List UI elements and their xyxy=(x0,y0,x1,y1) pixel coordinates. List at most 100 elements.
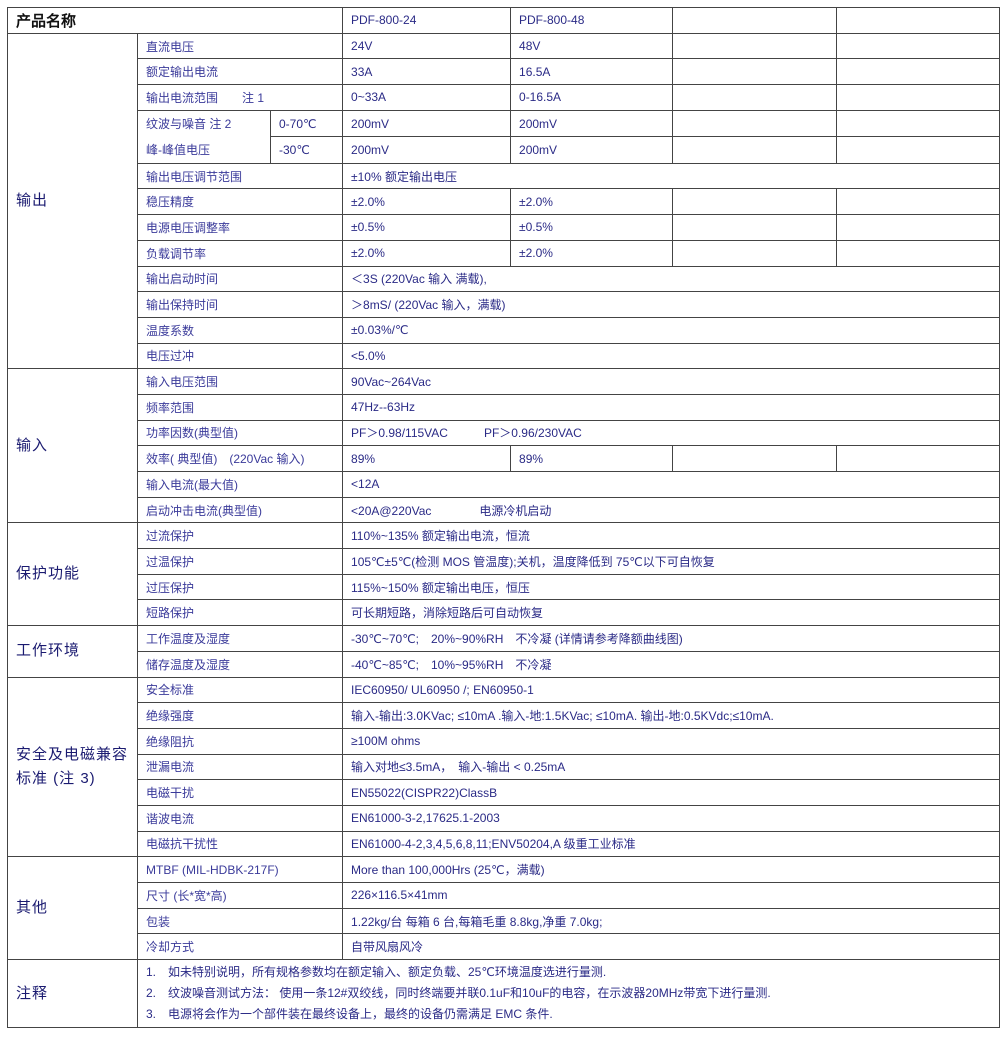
row-label: 启动冲击电流(典型值) xyxy=(136,496,344,524)
value-cell: ±2.0% xyxy=(342,239,512,267)
value-cell: <20A@220Vac 电源冷机启动 xyxy=(342,496,1000,524)
value-cell: 1.22kg/台 每箱 6 台,每箱毛重 8.8kg,净重 7.0kg; xyxy=(342,907,1000,935)
table-row: 输入电流(最大值) <12A xyxy=(8,471,1000,498)
table-row: 储存温度及湿度 -40℃~85℃; 10%~95%RH 不冷凝 xyxy=(8,650,1000,678)
value-cell: 105℃±5℃(检测 MOS 管温度);关机，温度降低到 75℃以下可自恢复 xyxy=(342,548,1000,575)
table-row: 电压过冲 <5.0% xyxy=(8,342,1000,370)
value-cell: ＞8mS/ (220Vac 输入，满载) xyxy=(342,291,1000,318)
empty-cell xyxy=(672,445,838,472)
value-cell: ±10% 额定输出电压 xyxy=(342,162,1000,190)
section-label: 安全及电磁兼容标准 (注 3) xyxy=(7,676,138,858)
row-label: 储存温度及湿度 xyxy=(136,650,344,678)
table-row: 功率因数(典型值) PF＞0.98/115VAC PF＞0.96/230VAC xyxy=(8,419,1000,447)
value-cell: 0~33A xyxy=(342,84,512,111)
empty-cell xyxy=(672,136,838,164)
value-cell: 输入-输出:3.0KVac; ≤10mA .输入-地:1.5KVac; ≤10m… xyxy=(342,702,1000,729)
value-cell: 200mV xyxy=(510,136,674,164)
value-cell: ±2.0% xyxy=(342,188,512,216)
empty-cell xyxy=(672,58,838,86)
temperature-condition: 0-70℃ xyxy=(269,109,344,138)
value-cell: 115%~150% 额定输出电压，恒压 xyxy=(342,573,1000,601)
value-cell: EN61000-4-2,3,4,5,6,8,11;ENV50204,A 级重工业… xyxy=(342,830,1000,858)
value-cell: EN61000-3-2,17625.1-2003 xyxy=(342,804,1000,832)
table-row: 尺寸 (长*宽*高) 226×116.5×41mm xyxy=(8,882,1000,909)
row-label: 温度系数 xyxy=(136,316,344,344)
row-label: 泄漏电流 xyxy=(136,753,344,781)
empty-cell xyxy=(672,109,838,138)
table-row: 输出电流范围 注 1 0~33A 0-16.5A xyxy=(8,84,1000,111)
empty-cell xyxy=(672,214,838,241)
value-cell: ±2.0% xyxy=(510,188,674,216)
value-cell: 16.5A xyxy=(510,58,674,86)
row-label-line: 纹波与噪音 注 2 xyxy=(146,116,232,131)
value-cell: <12A xyxy=(342,471,1000,498)
note-number: 3. xyxy=(146,1007,157,1022)
value-cell: 200mV xyxy=(510,109,674,138)
table-row: 过压保护 115%~150% 额定输出电压，恒压 xyxy=(8,573,1000,601)
table-row: 输出保持时间 ＞8mS/ (220Vac 输入，满载) xyxy=(8,291,1000,318)
table-row: 输出启动时间 ＜3S (220Vac 输入 满载), xyxy=(8,265,1000,293)
value-cell: ±0.5% xyxy=(510,214,674,241)
table-row: 输入 输入电压范围 90Vac~264Vac xyxy=(7,368,1000,524)
product-name-label: 产品名称 xyxy=(6,7,344,34)
row-label: 输出保持时间 xyxy=(136,291,344,318)
table-row: 稳压精度 ±2.0% ±2.0% xyxy=(8,188,1000,216)
table-row: 绝缘阻抗 ≥100M ohms xyxy=(8,727,1000,755)
row-label: 负载调节率 xyxy=(136,239,344,267)
row-label: 谐波电流 xyxy=(136,804,344,832)
table-row: 冷却方式 自带风扇风冷 xyxy=(8,933,1000,961)
note-number: 2. xyxy=(146,986,157,1001)
row-label: 直流电压 xyxy=(136,32,344,60)
value-cell: ±0.5% xyxy=(342,214,512,241)
table-row: 过温保护 105℃±5℃(检测 MOS 管温度);关机，温度降低到 75℃以下可自… xyxy=(8,548,1000,575)
value-cell: 输入对地≤3.5mA， 输入-输出 < 0.25mA xyxy=(342,753,1000,781)
row-label: MTBF (MIL-HDBK-217F) xyxy=(136,856,344,883)
table-row: 其他 MTBF (MIL-HDBK-217F) More than 100,000H… xyxy=(7,856,1000,961)
row-label-line: 峰-峰值电压 xyxy=(146,142,210,157)
value-cell: 24V xyxy=(342,32,512,60)
value-cell: -30℃~70℃; 20%~90%RH 不冷凝 (详情请参考降额曲线图) xyxy=(342,625,1000,652)
row-label: 电源电压调整率 xyxy=(136,214,344,241)
table-row: 频率范围 47Hz--63Hz xyxy=(8,393,1000,421)
header-row: 产品名称 PDF-800-24 PDF-800-48 xyxy=(6,7,1000,34)
table-row: 额定输出电流 33A 16.5A xyxy=(8,58,1000,86)
spec-table: 产品名称 PDF-800-24 PDF-800-48 输出 直流电压 24V 48V 额定输出… xyxy=(6,7,1000,1029)
table-row: 效率( 典型值) (220Vac 输入) 89% 89% xyxy=(8,445,1000,472)
table-row: 绝缘强度 输入-输出:3.0KVac; ≤10mA .输入-地:1.5KVac; … xyxy=(8,702,1000,729)
value-cell: EN55022(CISPR22)ClassB xyxy=(342,779,1000,806)
row-label: 输出电流范围 注 1 xyxy=(136,84,344,111)
model-name: PDF-800-24 xyxy=(342,7,512,34)
note-text: 如未特别说明，所有规格参数均在额定输入、额定负载、25℃环境温度选进行量测. xyxy=(168,965,607,980)
empty-cell xyxy=(836,188,1000,216)
table-row: -30℃ 200mV 200mV xyxy=(8,136,1000,164)
table-row: 电源电压调整率 ±0.5% ±0.5% xyxy=(8,214,1000,241)
value-cell: ＜3S (220Vac 输入 满载), xyxy=(342,265,1000,293)
value-cell: <5.0% xyxy=(342,342,1000,370)
empty-cell xyxy=(836,445,1000,472)
table-row: 输出 直流电压 24V 48V xyxy=(7,32,1000,370)
value-cell: 89% xyxy=(342,445,512,472)
row-label: 绝缘阻抗 xyxy=(136,727,344,755)
row-label: 输入电流(最大值) xyxy=(136,471,344,498)
model-name xyxy=(836,7,1000,34)
table-row: 温度系数 ±0.03%/℃ xyxy=(8,316,1000,344)
table-row: 电磁干扰 EN55022(CISPR22)ClassB xyxy=(8,779,1000,806)
row-label: 纹波与噪音 注 2 峰-峰值电压 xyxy=(137,109,271,164)
empty-cell xyxy=(672,188,838,216)
table-row: 纹波与噪音 注 2 峰-峰值电压 0-70℃ 200mV 200mV xyxy=(8,109,1000,164)
empty-cell xyxy=(836,239,1000,267)
empty-cell xyxy=(672,84,838,111)
table-row: 启动冲击电流(典型值) <20A@220Vac 电源冷机启动 xyxy=(8,496,1000,524)
value-cell: 33A xyxy=(342,58,512,86)
value-cell: ±2.0% xyxy=(510,239,674,267)
row-label: 安全标准 xyxy=(136,676,344,704)
table-row: 泄漏电流 输入对地≤3.5mA， 输入-输出 < 0.25mA xyxy=(8,753,1000,781)
value-cell: 89% xyxy=(510,445,674,472)
value-cell: 200mV xyxy=(342,109,512,138)
section-label: 注释 xyxy=(7,959,138,1029)
notes-row: 注释 1. 如未特别说明，所有规格参数均在额定输入、额定负载、25℃环境温度选进行量… xyxy=(7,959,1000,1029)
section-label: 其他 xyxy=(7,856,138,961)
value-cell: 可长期短路，消除短路后可自动恢复 xyxy=(342,599,1000,627)
table-row: 短路保护 可长期短路，消除短路后可自动恢复 xyxy=(8,599,1000,627)
value-cell: 自带风扇风冷 xyxy=(342,933,1000,961)
